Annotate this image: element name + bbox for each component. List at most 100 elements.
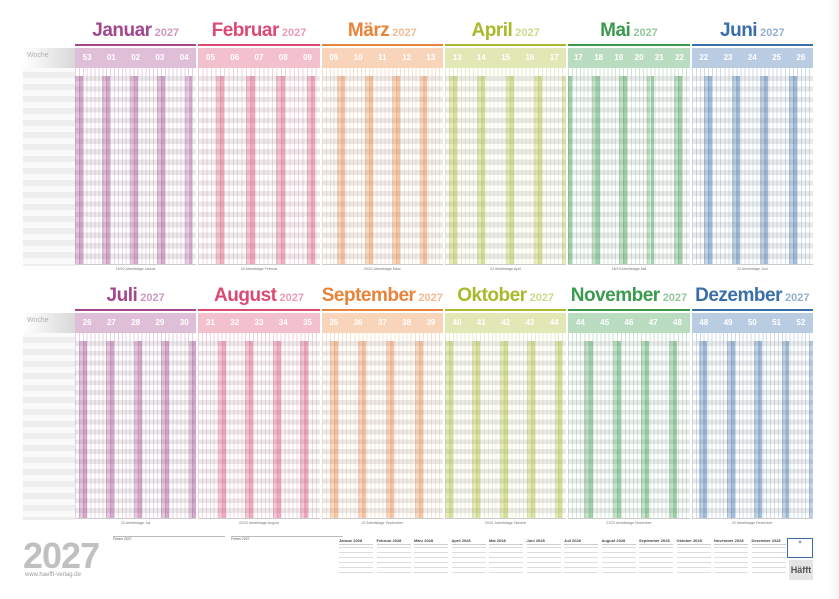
weekend-column xyxy=(533,76,538,264)
weekend-column xyxy=(591,76,596,264)
month-title: Dezember 2027 xyxy=(692,283,813,309)
workdays-footer: 22 Arbeitstage September xyxy=(321,518,443,528)
month-name: Mai xyxy=(600,20,631,41)
week-number: 17 xyxy=(573,53,583,62)
week-number: 09 xyxy=(329,53,339,62)
month-august: August 2027 31 32 33 34 35 22/23 Arbeitstage Au… xyxy=(198,283,320,528)
weekend-column xyxy=(423,76,428,264)
week-number: 04 xyxy=(179,53,189,62)
week-number: 32 xyxy=(230,318,240,327)
week-number: 05 xyxy=(206,53,215,62)
week-number: 15 xyxy=(501,53,511,62)
week-number: 06 xyxy=(230,53,240,62)
weekend-column xyxy=(673,76,678,264)
weekend-column xyxy=(276,341,281,518)
week-number: 28 xyxy=(131,318,141,327)
week-number: 13 xyxy=(426,53,436,62)
month-title: Mai 2027 xyxy=(568,18,689,44)
weekend-column xyxy=(133,341,138,518)
day-grid xyxy=(568,341,690,518)
mini-calendar-title: Januar 2028 xyxy=(339,538,373,545)
week-number: 44 xyxy=(575,318,585,327)
weekend-column xyxy=(276,76,281,264)
weekend-column xyxy=(110,341,115,518)
mini-calendar-title: April 2028 xyxy=(451,538,486,545)
mini-calendar-title: Dezember 2028 xyxy=(751,538,786,545)
week-numbers: 22 23 24 25 26 xyxy=(691,48,813,68)
month-februar: Februar 2027 05 06 07 08 09 20 Arbeitstage Febr… xyxy=(198,18,320,274)
weekend-column xyxy=(419,76,424,264)
month-name: August xyxy=(214,285,277,306)
mini-calendar-title: Oktober 2028 xyxy=(676,538,711,545)
weekend-column xyxy=(157,76,162,264)
month-mai: Mai 2027 17 18 19 20 21 22 18/19 Arbeitstage Mai xyxy=(568,18,690,274)
week-number: 30 xyxy=(179,318,189,327)
weekend-column xyxy=(386,341,391,518)
mini-calendar-title: November 2028 xyxy=(714,538,748,545)
month-title: September 2027 xyxy=(322,283,443,309)
day-grid xyxy=(444,341,567,518)
weekend-column xyxy=(503,341,508,518)
month-name: Dezember xyxy=(695,285,782,306)
week-number: 26 xyxy=(82,318,92,327)
week-number: 36 xyxy=(353,318,363,327)
weekend-column xyxy=(554,341,559,518)
month-name: Januar xyxy=(92,20,152,41)
mini-calendar-title: August 2028 xyxy=(601,538,636,545)
week-numbers: 53 01 02 03 04 xyxy=(75,48,197,68)
weekend-column xyxy=(82,341,87,518)
weekend-column xyxy=(646,76,651,264)
weekend-column xyxy=(245,76,251,264)
week-numbers: 44 45 46 47 48 xyxy=(568,313,690,333)
month-dezember: Dezember 2027 48 49 50 51 52 22 Arbeitstage Dez… xyxy=(691,283,813,528)
month-year: 2027 xyxy=(760,27,785,39)
weekend-column xyxy=(245,341,250,518)
weekend-column xyxy=(249,341,254,518)
weekend-column xyxy=(531,341,535,518)
week-number: 53 xyxy=(82,53,92,62)
weekend-column xyxy=(310,76,316,264)
month-märz: März 2027 09 10 11 12 13 20/21 Arbeitstage März xyxy=(321,18,443,274)
weekend-column xyxy=(333,341,338,518)
week-number: 43 xyxy=(525,318,535,327)
week-number: 33 xyxy=(254,318,264,327)
weekend-column xyxy=(161,341,165,518)
weekend-column xyxy=(707,76,712,264)
footer-year: 2027 xyxy=(23,535,100,576)
week-number: 41 xyxy=(476,318,486,327)
weekend-column xyxy=(184,76,189,264)
week-number: 13 xyxy=(452,53,462,62)
day-grid xyxy=(198,76,320,264)
months-jul-dec: Juli 2027 26 27 28 29 30 22 Arbeitstage Juli Aug… xyxy=(75,283,813,528)
mini-calendar: April 2028 xyxy=(451,538,486,578)
weekend-column xyxy=(619,76,624,264)
weekend-column xyxy=(106,341,111,518)
footer-bar: 2027 www.haefft-verlag.de Ferien 2027 Fe… xyxy=(23,532,813,584)
week-number: 10 xyxy=(353,53,363,62)
day-grid xyxy=(321,76,443,264)
weekend-column xyxy=(102,76,107,264)
mini-calendar-title: Juni 2028 xyxy=(526,538,561,545)
weekend-column xyxy=(499,341,504,518)
week-number: 35 xyxy=(329,318,339,327)
month-year: 2027 xyxy=(281,27,307,39)
weekend-column xyxy=(758,341,763,518)
weekend-column xyxy=(219,76,225,264)
week-number: 01 xyxy=(106,53,116,62)
weekend-column xyxy=(250,76,255,264)
month-title: Januar 2027 xyxy=(75,18,196,44)
month-name: September xyxy=(321,285,416,306)
week-number: 49 xyxy=(723,318,733,327)
weekend-column xyxy=(75,76,79,264)
week-numbers: 13 14 15 16 17 xyxy=(444,48,567,68)
week-number: 14 xyxy=(476,53,486,62)
mini-calendar: Februar 2028 xyxy=(376,538,411,578)
workdays-footer: 22/23 Arbeitstage August xyxy=(198,518,320,528)
weekend-column xyxy=(595,76,600,264)
mini-calendar: Januar 2028 xyxy=(339,538,373,578)
weekend-column xyxy=(760,76,765,264)
week-numbers: 09 10 11 12 13 xyxy=(321,48,443,68)
month-year: 2027 xyxy=(140,292,165,304)
weekend-column xyxy=(538,76,543,264)
workdays-footer: 20/21 Arbeitstage Oktober xyxy=(444,518,567,528)
